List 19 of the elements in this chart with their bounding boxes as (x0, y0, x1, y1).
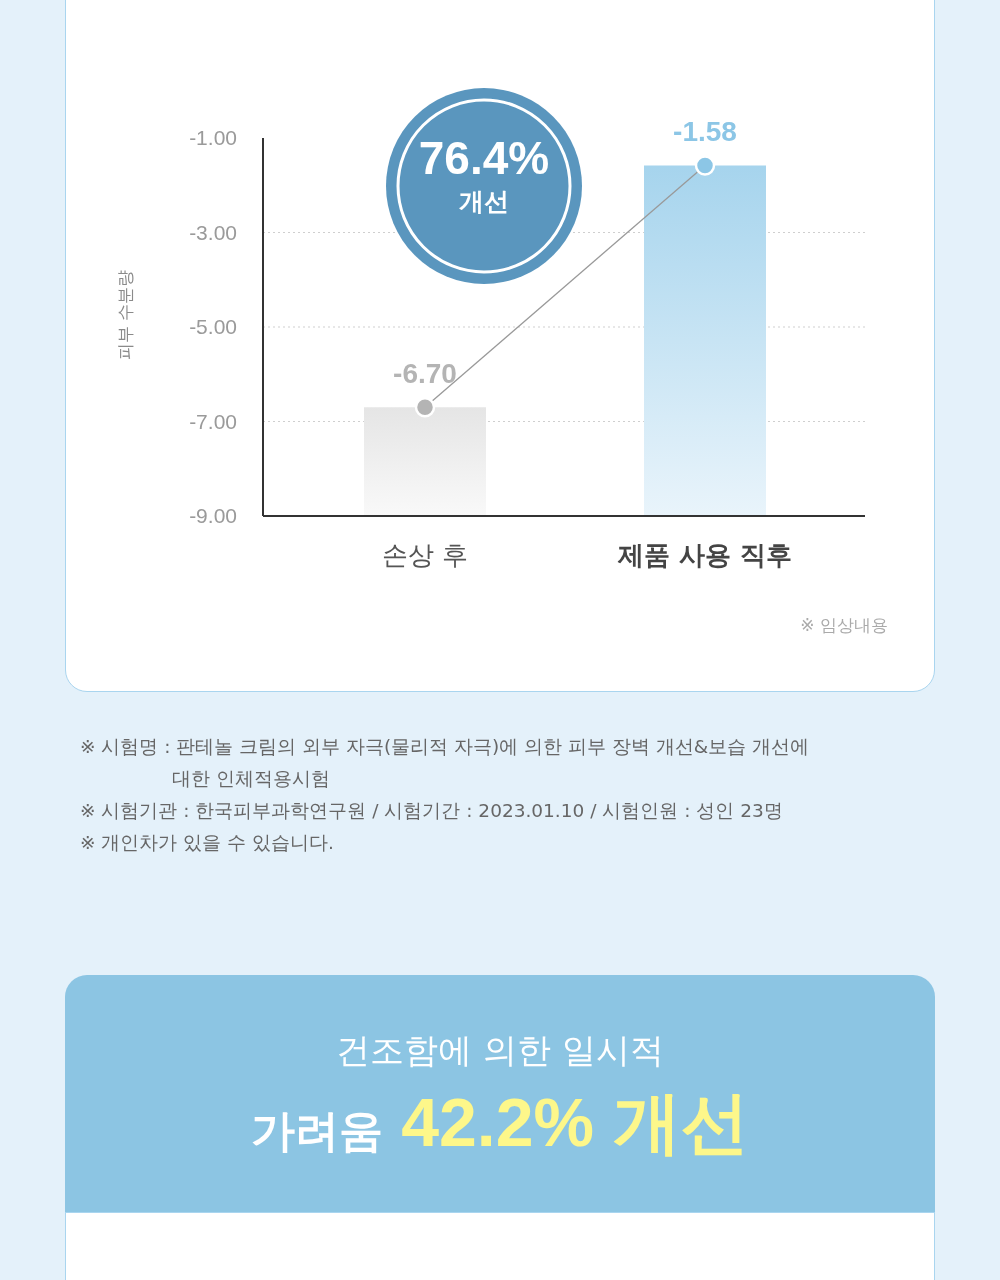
text: 가려움 (251, 1104, 384, 1158)
annotation: 76.4% (417, 131, 551, 186)
annotation: 개선 (458, 186, 510, 218)
y-tick-label: -3.00 (189, 220, 237, 244)
text: ※ 시험명 : 판테놀 크림의 외부 자극(물리적 자극)에 의한 피부 장벽 개선&보습 개선에 대한 인체적용시험 (80, 735, 811, 791)
y-tick-label: -5.00 (189, 315, 237, 339)
y-tick-label: -9.00 (189, 504, 237, 528)
text: 건조함에 의한 일시적 (335, 1029, 665, 1072)
data-label: -1.58 (673, 116, 737, 148)
y-tick-label: -1.00 (189, 126, 237, 150)
text: ※ 시험기관 : 한국피부과학연구원 / 시험기간 : 2023.01.10 / 시험인원 : 성인 23명 (80, 799, 783, 823)
text: ※ 임상내용 (800, 614, 888, 637)
text: ※ 개인차가 있을 수 있습니다. (80, 831, 334, 855)
x-tick-label: 제품 사용 직후 (616, 540, 793, 570)
y-axis-title: 피부 수분량 (115, 269, 135, 361)
text: 42.2% 개선 (401, 1084, 749, 1160)
data-label: -6.70 (393, 358, 457, 390)
y-tick-label: -7.00 (189, 409, 237, 433)
x-tick-label: 손상 후 (381, 540, 469, 570)
